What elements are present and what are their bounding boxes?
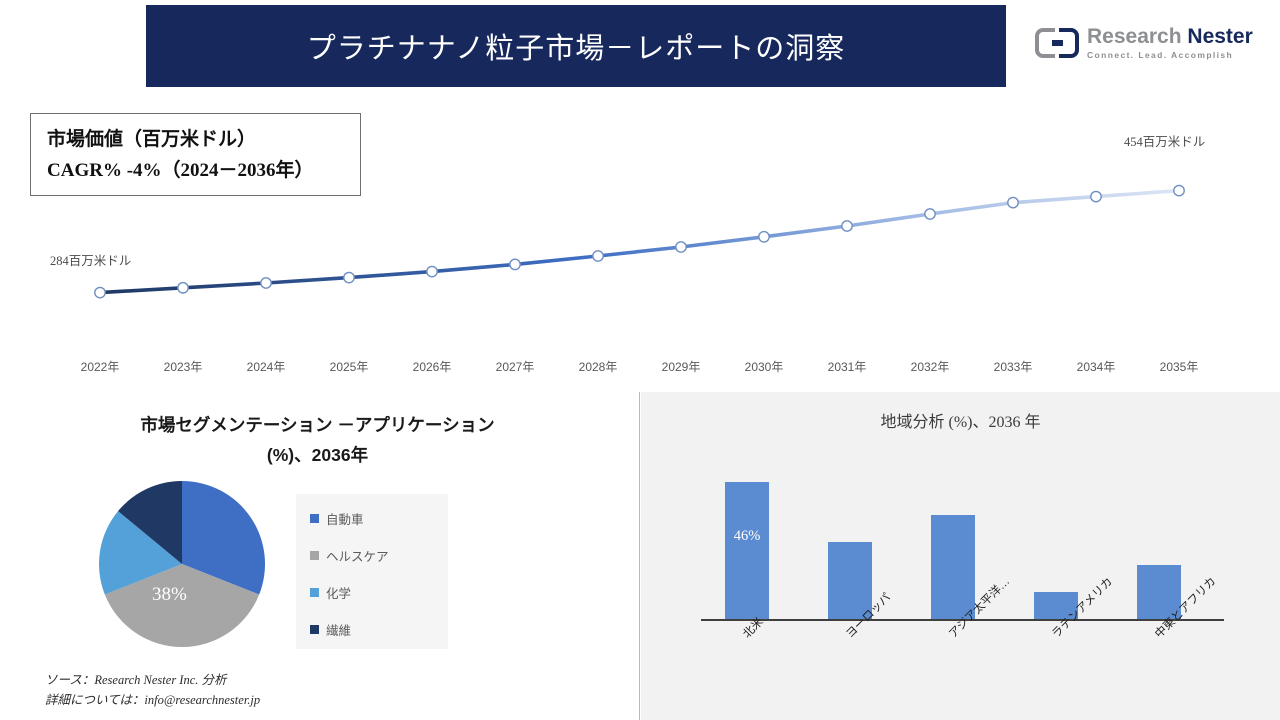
year-tick-label: 2031年 <box>827 360 867 374</box>
year-tick-label: 2025年 <box>329 360 369 374</box>
line-marker <box>1090 190 1102 203</box>
bar-column[interactable] <box>725 481 769 619</box>
bar-chart-baseline <box>701 619 1224 621</box>
pie-title-line-2: (%)、2036年 <box>266 445 369 466</box>
line-marker <box>924 208 936 220</box>
page-title: プラチナナノ粒子市場－レポートの洞察 <box>306 33 846 65</box>
line-series-path <box>98 188 1181 295</box>
legend-swatch-icon <box>310 551 319 560</box>
logo-word-research: Research <box>1087 25 1182 48</box>
panel-divider <box>639 392 640 720</box>
legend-item-label: 繊維 <box>326 624 352 638</box>
callout-line-2: CAGR% -4%（2024－2036年） <box>47 160 314 182</box>
legend-item-label: ヘルスケア <box>326 550 389 564</box>
pie-slice <box>182 481 265 595</box>
year-tick-label: 2024年 <box>246 360 286 374</box>
line-marker <box>841 220 853 232</box>
line-marker <box>758 230 770 243</box>
line-marker <box>343 271 355 284</box>
bar-column[interactable] <box>828 541 872 619</box>
research-nester-logo-icon <box>1035 28 1079 58</box>
year-tick-label: 2028年 <box>578 360 618 374</box>
pie-chart-graphic <box>88 480 276 648</box>
logo-tagline: Connect. Lead. Accomplish <box>1087 50 1234 61</box>
year-tick-label: 2033年 <box>993 360 1033 374</box>
line-marker <box>177 281 189 294</box>
callout-line-1: 市場価値（百万米ドル） <box>47 129 257 150</box>
line-marker <box>1173 184 1185 197</box>
pie-data-label: 38% <box>152 584 187 605</box>
segmentation-pie-panel: 市場セグメンテーション －アプリケーション (%)、2036年 38% 自動車ヘ… <box>0 392 639 720</box>
line-marker-group <box>94 184 1185 299</box>
year-tick-label: 2022年 <box>80 360 120 374</box>
legend-swatch-icon <box>310 588 319 597</box>
source-line-2: 詳細については：info@researchnester.jp <box>45 693 261 707</box>
bar-rect <box>725 481 769 619</box>
legend-item[interactable]: 繊維 <box>310 611 448 648</box>
bar-chart-plot: 46% <box>701 464 1221 619</box>
line-marker <box>426 265 438 278</box>
legend-swatch-icon <box>310 514 319 523</box>
legend-item[interactable]: 化学 <box>310 574 448 611</box>
line-marker <box>94 286 106 299</box>
line-chart-svg <box>94 184 1185 299</box>
bar-column[interactable] <box>931 514 975 619</box>
line-chart-x-axis: 2022年 2023年 2024年 2025年 2026年 2027年 2028年 2029年… <box>0 358 1280 380</box>
pie-slice <box>104 564 260 647</box>
market-value-line-chart: 284百万米ドル 454百万米ドル <box>0 100 1280 390</box>
pie-chart-title: 市場セグメンテーション －アプリケーション (%)、2036年 <box>45 410 590 470</box>
year-tick-label: 2026年 <box>412 360 452 374</box>
year-tick-label: 2023年 <box>163 360 203 374</box>
legend-item-label: 化学 <box>326 587 352 601</box>
line-marker <box>675 241 687 253</box>
legend-item[interactable]: 自動車 <box>310 500 448 537</box>
pie-title-line-1: 市場セグメンテーション －アプリケーション <box>140 415 495 435</box>
year-tick-label: 2029年 <box>661 360 701 374</box>
bar-column[interactable] <box>1034 592 1078 619</box>
regional-analysis-bar-panel: 地域分析 (%)、2036 年 46% 北米 ヨーロッパ アジア太平洋… ラテンアメリ… <box>641 392 1280 720</box>
bar-chart-title: 地域分析 (%)、2036 年 <box>880 414 1041 431</box>
brand-logo[interactable]: Research Nester Connect. Lead. Accomplis… <box>1035 25 1270 74</box>
bar-rect <box>1137 565 1181 619</box>
pie-slice-group <box>99 481 265 647</box>
bar-rect <box>828 541 872 619</box>
pie-slice <box>118 481 182 564</box>
legend-item-label: 自動車 <box>326 513 364 527</box>
bar-column[interactable] <box>1137 565 1181 619</box>
pie-chart-legend: 自動車ヘルスケア化学繊維 <box>296 494 448 649</box>
market-value-callout: 市場価値（百万米ドル） CAGR% -4%（2024－2036年） <box>30 113 361 196</box>
line-start-value-label: 284百万米ドル <box>50 254 132 268</box>
logo-word-nester: Nester <box>1187 25 1253 48</box>
line-marker <box>509 258 521 271</box>
bar-data-label: 46% <box>733 527 761 544</box>
year-tick-label: 2027年 <box>495 360 535 374</box>
source-note: ソース：Research Nester Inc. 分析 詳細については：info… <box>45 670 260 710</box>
legend-swatch-icon <box>310 625 319 634</box>
year-tick-label: 2032年 <box>910 360 950 374</box>
header-title-bar: プラチナナノ粒子市場－レポートの洞察 <box>146 5 1006 87</box>
pie-chart-svg <box>99 481 265 647</box>
year-tick-label: 2030年 <box>744 360 784 374</box>
logo-wordmark: Research Nester <box>1087 25 1253 48</box>
bar-rect <box>931 514 975 619</box>
pie-slice <box>99 511 182 595</box>
line-end-value-label: 454百万米ドル <box>1124 135 1206 149</box>
source-line-1: ソース：Research Nester Inc. 分析 <box>45 673 227 687</box>
year-tick-label: 2034年 <box>1076 360 1116 374</box>
line-marker <box>1007 196 1019 209</box>
line-marker <box>592 250 604 262</box>
line-marker <box>260 277 272 289</box>
year-tick-label: 2035年 <box>1159 360 1199 374</box>
bar-rect <box>1034 592 1078 619</box>
legend-item[interactable]: ヘルスケア <box>310 537 448 574</box>
